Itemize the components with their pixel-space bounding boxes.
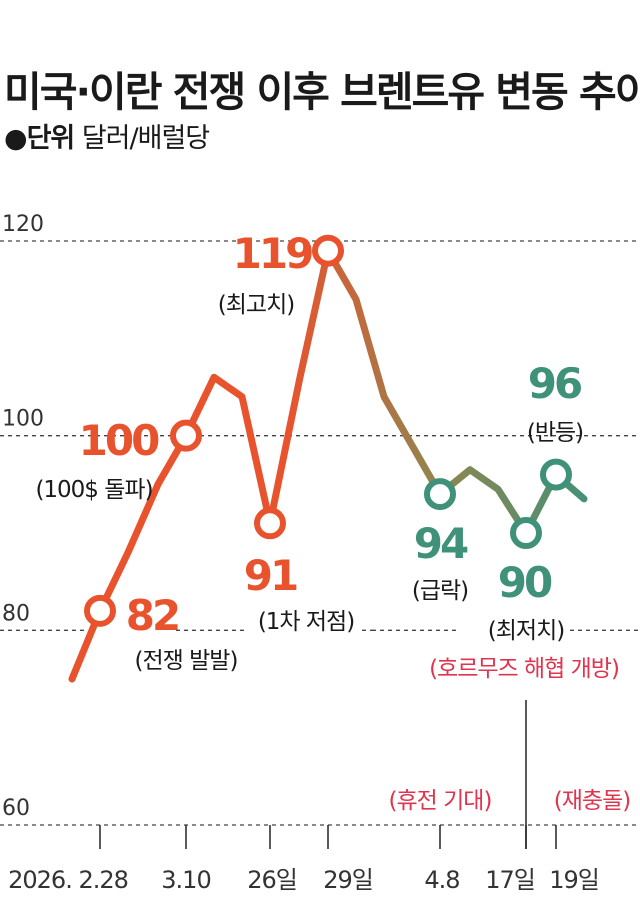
chart-title: 미국·이란 전쟁 이후 브렌트유 변동 추이 bbox=[4, 68, 640, 116]
value-label-90: 90 bbox=[498, 558, 552, 607]
highlight-marker-100 bbox=[170, 419, 202, 452]
y-tick-label-100: 100 bbox=[2, 407, 44, 432]
unit-value: 달러/배럴당 bbox=[81, 123, 210, 154]
highlight-marker-91 bbox=[254, 507, 286, 540]
y-tick-label-120: 120 bbox=[2, 212, 44, 237]
value-label-94: 94 bbox=[414, 519, 468, 568]
highlight-marker-82 bbox=[84, 594, 116, 627]
value-label-100: 100 bbox=[79, 416, 159, 465]
unit-label: 단위 bbox=[26, 123, 76, 154]
highlight-marker-96 bbox=[540, 458, 572, 491]
annotation-100: (100$ 돌파) bbox=[35, 477, 152, 503]
highlight-marker-119 bbox=[312, 234, 344, 267]
x-tick-label: 3.10 bbox=[161, 866, 210, 894]
x-tick-label: 29일 bbox=[323, 866, 373, 894]
event-label: (재충돌) bbox=[554, 788, 630, 814]
x-tick-label: 4.8 bbox=[424, 866, 459, 894]
value-label-82: 82 bbox=[126, 591, 178, 640]
highlight-marker-94 bbox=[424, 478, 456, 511]
annotation-94: (급락) bbox=[412, 578, 468, 604]
x-tick-label: 2026. 2.28 bbox=[8, 866, 128, 894]
value-label-91: 91 bbox=[244, 551, 297, 600]
highlight-marker-90 bbox=[510, 517, 542, 549]
annotation-96: (반등) bbox=[527, 420, 583, 446]
x-tick-label: 17일 bbox=[485, 866, 535, 894]
event-label: (휴전 기대) bbox=[389, 788, 492, 814]
event-label: (호르무즈 해협 개방) bbox=[429, 656, 619, 682]
annotation-90: (최저치) bbox=[488, 618, 564, 644]
x-tick-label: 26일 bbox=[247, 866, 297, 894]
x-tick-label: 19일 bbox=[549, 866, 599, 894]
unit-row: ●단위 달러/배럴당 bbox=[4, 116, 210, 155]
y-tick-label-60: 60 bbox=[2, 796, 30, 821]
annotation-119: (최고치) bbox=[218, 292, 294, 318]
annotation-91: (1차 저점) bbox=[258, 609, 354, 635]
annotation-82: (전쟁 발발) bbox=[135, 648, 238, 674]
y-tick-label-80: 80 bbox=[2, 601, 30, 626]
unit-bullet-icon: ● bbox=[4, 123, 28, 154]
value-label-96: 96 bbox=[528, 359, 581, 408]
value-label-119: 119 bbox=[233, 229, 312, 278]
